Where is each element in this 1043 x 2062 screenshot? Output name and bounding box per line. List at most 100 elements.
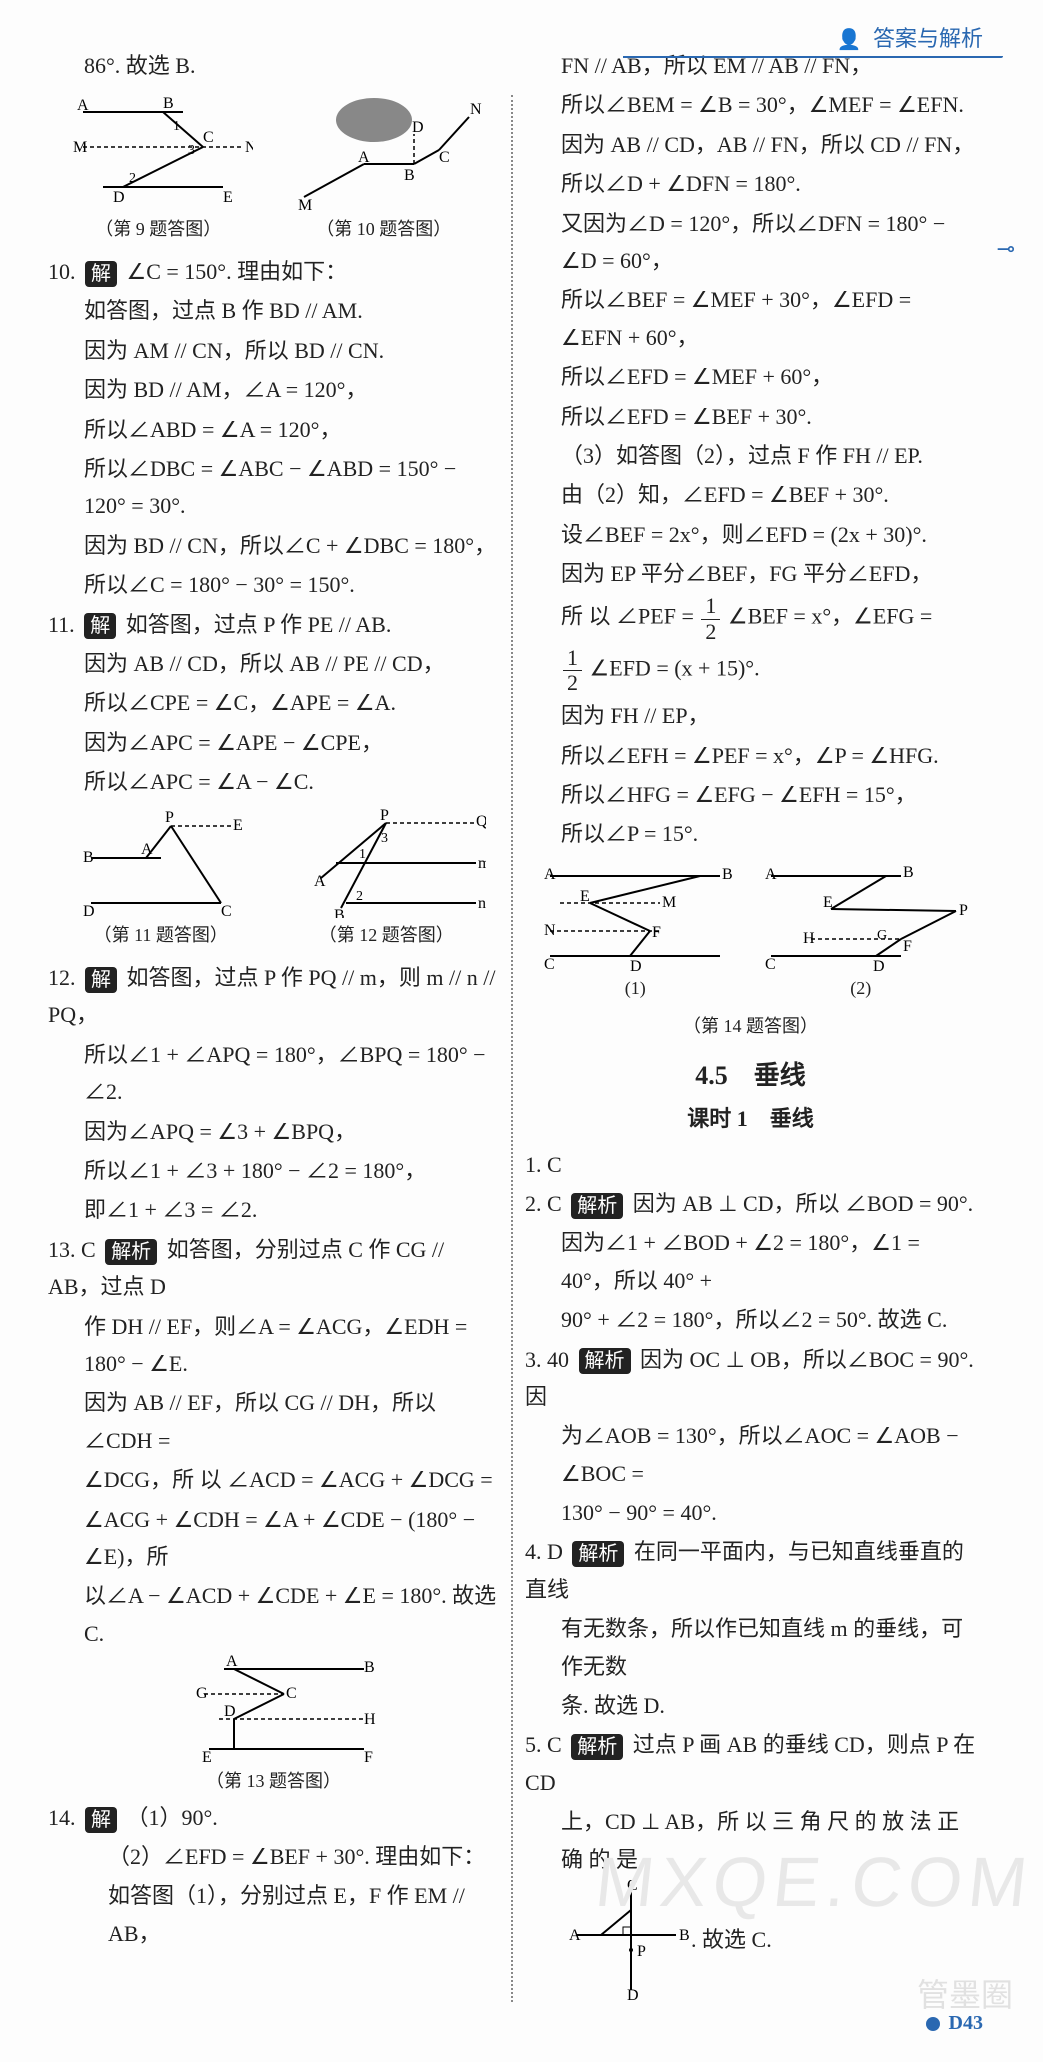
q14-open: （1）90°. [127,1805,218,1830]
fig10-caption: （第 10 题答图） [284,214,484,245]
a3: 3. 40 解析 因为 OC ⊥ OB，所以∠BOC = 90°. 因 [525,1341,976,1416]
jie-tag: 解 [85,967,117,993]
r-l15: 所以∠EFH = ∠PEF = x°，∠P = ∠HFG. [525,737,976,774]
q14: 14. 解 （1）90°. [48,1799,499,1836]
fig-row-11-12: P E A B D C （第 11 题答图） P Q [48,808,499,951]
svg-text:3: 3 [381,831,388,846]
svg-text:D: D [412,119,424,136]
q12-l1: 所以∠1 + ∠APQ = 180°，∠BPQ = 180° − ∠2. [48,1036,499,1111]
svg-text:D: D [83,903,95,918]
svg-text:G: G [877,928,887,943]
r-l12: 所 以 ∠PEF = 12 ∠BEF = x°，∠EFG = [525,594,976,643]
column-divider [511,95,513,2002]
svg-text:m: m [478,855,486,872]
fig14-1-svg: A B E M N F C D [530,861,740,971]
a5-num: 5. C [525,1726,562,1763]
svg-text:M: M [298,197,312,212]
fig10-svg: M A B C D N [284,92,484,212]
svg-text:D: D [224,1703,236,1720]
lesson-title: 课时 1 垂线 [525,1100,976,1137]
q12-l3: 所以∠1 + ∠3 + 180° − ∠2 = 180°， [48,1152,499,1189]
a4-l2: 条. 故选 D. [525,1687,976,1724]
fig9: A B 1 M C N 3 D E 2 （第 9 题答图） [63,92,253,245]
r-l8: （3）如答图（2），过点 F 作 FH // EP. [525,437,976,474]
r-l13: 12 ∠EFD = (x + 15)°. [525,646,976,695]
svg-text:B: B [722,866,733,883]
svg-text:H: H [364,1711,376,1728]
q11-open: 如答图，过点 P 作 PE // AB. [126,612,392,637]
svg-text:P: P [637,1943,646,1960]
q12-num: 12. [48,959,76,996]
svg-text:1: 1 [173,119,180,134]
svg-text:A: A [226,1654,238,1670]
r-l12a: 所 以 ∠PEF = [561,604,699,629]
svg-text:B: B [163,95,174,112]
svg-text:G: G [196,1685,208,1702]
svg-text:H: H [803,930,815,947]
jiexi-tag: 解析 [571,1193,623,1219]
svg-text:A: A [141,841,153,858]
fig13: A B G C D H E F （第 13 题答图） [48,1654,499,1797]
svg-text:C: C [627,1880,638,1894]
jiexi-tag: 解析 [572,1541,624,1567]
svg-text:Q: Q [476,813,486,830]
svg-text:n: n [478,895,486,912]
fig12: P Q A B 1 3 2 m n （第 12 题答图） [286,808,486,951]
svg-text:P: P [959,902,968,919]
fig14-1: A B E M N F C D (1) [530,861,740,1004]
fig11-caption: （第 11 题答图） [61,920,261,951]
r-l3: 所以∠D + ∠DFN = 180°. [525,165,976,202]
svg-text:A: A [358,149,370,166]
r-l4: 又因为∠D = 120°，所以∠DFN = 180° − ∠D = 60°， [525,205,976,280]
svg-text:B: B [679,1927,690,1944]
svg-text:E: E [202,1749,212,1764]
header-text: 答案与解析 [873,26,983,51]
fig14-caption: （第 14 题答图） [525,1011,976,1042]
section-title: 4.5 垂线 [525,1054,976,1098]
q13-l2: 因为 AB // EF，所以 CG // DH，所以 ∠CDH = [48,1384,499,1459]
fig-row-14: A B E M N F C D (1) [525,861,976,1004]
svg-text:2: 2 [356,889,363,904]
q10-l3: 因为 BD // AM，∠A = 120°， [48,371,499,408]
svg-text:M: M [662,894,676,911]
fig14-2-sub: (2) [751,973,971,1004]
svg-text:1: 1 [359,847,366,862]
a2-open: 因为 AB ⊥ CD，所以 ∠BOD = 90°. [633,1191,973,1216]
key-icon: ⊸ [997,230,1015,267]
q13: 13. C 解析 如答图，分别过点 C 作 CG // AB，过点 D [48,1231,499,1306]
a4-num: 4. D [525,1533,563,1570]
q14-num: 14. [48,1799,76,1836]
fig14-2: A B E P H G F C D (2) [751,861,971,1004]
jie-tag: 解 [85,261,117,287]
svg-text:D: D [873,958,885,971]
svg-text:P: P [165,809,174,826]
svg-text:F: F [903,938,912,955]
a5-l2-text: . 故选 C. [691,1921,772,1958]
q13-l5: 以∠A − ∠ACD + ∠CDE + ∠E = 180°. 故选 C. [48,1577,499,1652]
fig10: M A B C D N （第 10 题答图） [284,92,484,245]
fig9-svg: A B 1 M C N 3 D E 2 [63,92,253,212]
q10-l5: 所以∠DBC = ∠ABC − ∠ABD = 150° − 120° = 30°… [48,450,499,525]
svg-text:A: A [77,97,89,114]
a2-num: 2. C [525,1185,562,1222]
svg-text:E: E [823,894,833,911]
svg-text:C: C [544,956,555,971]
a2-l2: 90° + ∠2 = 180°，所以∠2 = 50°. 故选 C. [525,1301,976,1338]
r-l2: 因为 AB // CD，AB // FN，所以 CD // FN， [525,126,976,163]
fig13-caption: （第 13 题答图） [48,1766,499,1797]
person-icon: 👤 [837,23,862,57]
q12-l4: 即∠1 + ∠3 = ∠2. [48,1191,499,1228]
q11: 11. 解 如答图，过点 P 作 PE // AB. [48,606,499,643]
a3-l1: 为∠AOB = 130°，所以∠AOC = ∠AOB − ∠BOC = [525,1417,976,1492]
q11-l4: 所以∠APC = ∠A − ∠C. [48,763,499,800]
frac-half: 12 [563,646,582,695]
q10-l6: 因为 BD // CN，所以∠C + ∠DBC = 180°， [48,527,499,564]
q10-l7: 所以∠C = 180° − 30° = 150°. [48,566,499,603]
q10: 10. 解 ∠C = 150°. 理由如下： [48,253,499,290]
fig12-svg: P Q A B 1 3 2 m n [286,808,486,918]
a3-num: 3. 40 [525,1341,569,1378]
a3-l2: 130° − 90° = 40°. [525,1494,976,1531]
r-l14: 因为 FH // EP， [525,697,976,734]
pagenum-dot-icon [926,2017,940,2031]
svg-text:E: E [580,888,590,905]
